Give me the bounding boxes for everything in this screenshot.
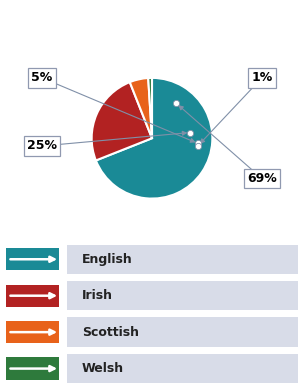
Wedge shape [96, 78, 212, 199]
FancyBboxPatch shape [67, 354, 298, 383]
FancyBboxPatch shape [67, 318, 298, 347]
FancyBboxPatch shape [6, 248, 59, 270]
FancyBboxPatch shape [6, 358, 59, 380]
Text: 25%: 25% [27, 139, 57, 152]
FancyBboxPatch shape [67, 281, 298, 310]
Text: 5%: 5% [32, 71, 53, 84]
Text: 69%: 69% [247, 172, 277, 185]
Text: 1%: 1% [251, 71, 272, 84]
Text: Scottish: Scottish [82, 326, 139, 339]
FancyBboxPatch shape [6, 321, 59, 343]
Text: Irish: Irish [82, 289, 113, 302]
Text: Welsh: Welsh [82, 362, 124, 375]
Text: Convicts transported to Australia (1787-1868): Convicts transported to Australia (1787-… [0, 14, 304, 26]
FancyBboxPatch shape [6, 285, 59, 307]
Wedge shape [148, 78, 152, 138]
FancyBboxPatch shape [67, 245, 298, 274]
Text: English: English [82, 253, 133, 266]
Wedge shape [130, 78, 152, 138]
Wedge shape [92, 82, 152, 161]
